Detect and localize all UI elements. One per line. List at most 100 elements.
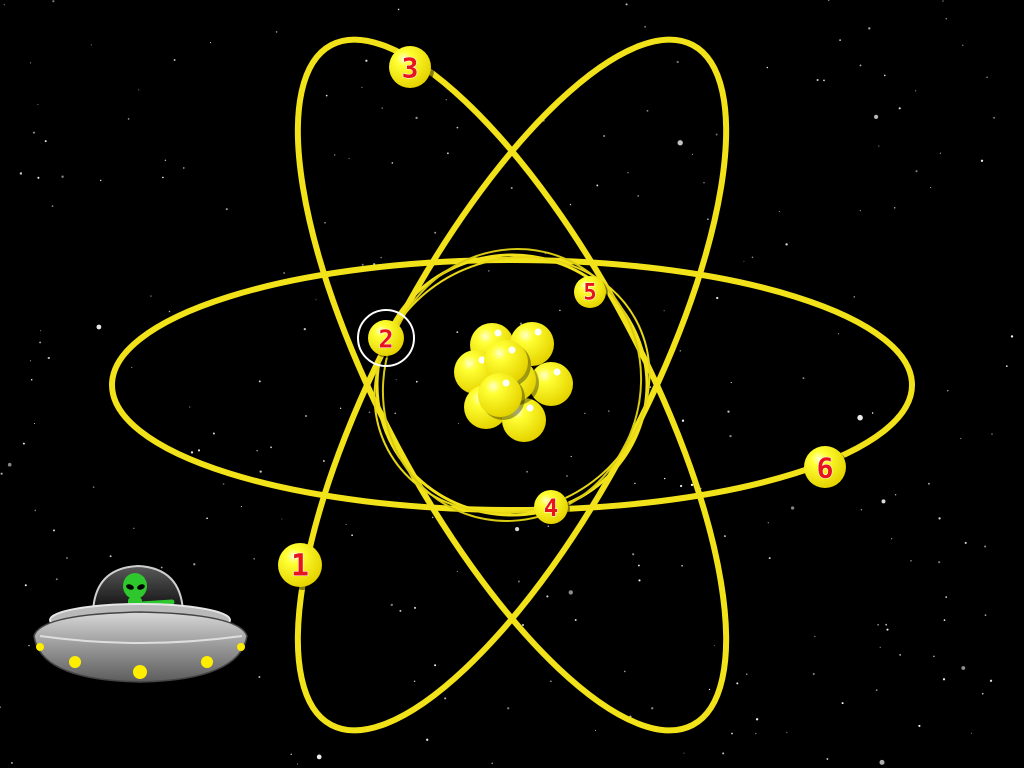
star [283,272,285,274]
star [51,205,54,207]
star [961,666,966,670]
star [859,210,861,212]
star [259,470,262,473]
star [397,8,400,11]
star [778,210,781,213]
star [510,186,513,190]
star [24,584,27,587]
star [942,678,946,681]
star [458,423,460,425]
star [679,484,683,488]
star [816,78,819,82]
star [676,60,679,64]
star [942,0,944,2]
star [964,541,967,544]
star [100,179,102,182]
star [767,522,769,524]
ufo-icon[interactable] [33,564,248,683]
electron-group: 1 2 3 4 5 6 [278,46,849,590]
star [456,126,459,129]
star [297,763,299,765]
star [322,460,325,462]
star [839,39,841,41]
star [634,482,636,485]
star [768,557,771,560]
star [212,432,215,435]
star [1005,365,1008,367]
nucleus-icon [454,322,576,445]
electron-6[interactable]: 6 [804,446,849,491]
star [168,310,171,313]
star [3,4,5,6]
star [943,619,946,621]
star [517,580,520,583]
star [786,731,788,734]
star [980,159,984,162]
star [755,732,757,735]
star [569,203,572,206]
star [918,724,921,727]
star [32,131,36,134]
star [66,557,68,559]
star [723,535,726,538]
selection-ring [357,309,415,367]
electron-5-label: 5 [583,281,596,306]
star [785,243,788,246]
star [546,595,549,598]
star [802,377,805,380]
star [324,221,326,224]
star [303,327,306,331]
star [875,689,878,691]
star [487,270,490,272]
star [970,732,972,734]
star [39,341,42,344]
star [22,442,25,445]
star [281,518,283,520]
star [253,558,255,560]
star [33,423,36,425]
star [526,470,529,473]
star [681,565,683,567]
star [857,414,863,421]
star [736,682,739,685]
star [568,590,573,595]
electron-3[interactable]: 3 [389,46,434,91]
electron-1[interactable]: 1 [278,543,325,590]
star [399,609,402,612]
star [884,74,886,77]
star [874,114,879,119]
star [225,208,228,211]
nucleon [478,373,522,417]
star [365,59,368,62]
star [993,116,996,119]
electron-5[interactable]: 5 [574,276,608,310]
star [361,86,363,89]
star [860,509,863,511]
star [29,62,32,64]
star [304,414,308,418]
star [638,579,641,582]
star [507,707,510,710]
star [603,134,606,138]
star [90,44,92,46]
star [0,706,1,708]
star [596,184,599,187]
star [755,718,759,721]
star [945,596,948,598]
star [637,195,639,197]
star [746,673,748,675]
star [456,331,459,333]
ufo-lights [36,643,245,679]
star [893,207,896,209]
star [413,680,416,682]
star [52,529,56,532]
electron-4[interactable]: 4 [534,490,570,526]
star [415,380,418,383]
star [722,752,725,755]
star [521,623,525,627]
star [96,324,102,330]
star [625,3,628,6]
star [910,559,912,562]
star [607,410,610,412]
electron-2[interactable]: 2 [357,309,415,367]
